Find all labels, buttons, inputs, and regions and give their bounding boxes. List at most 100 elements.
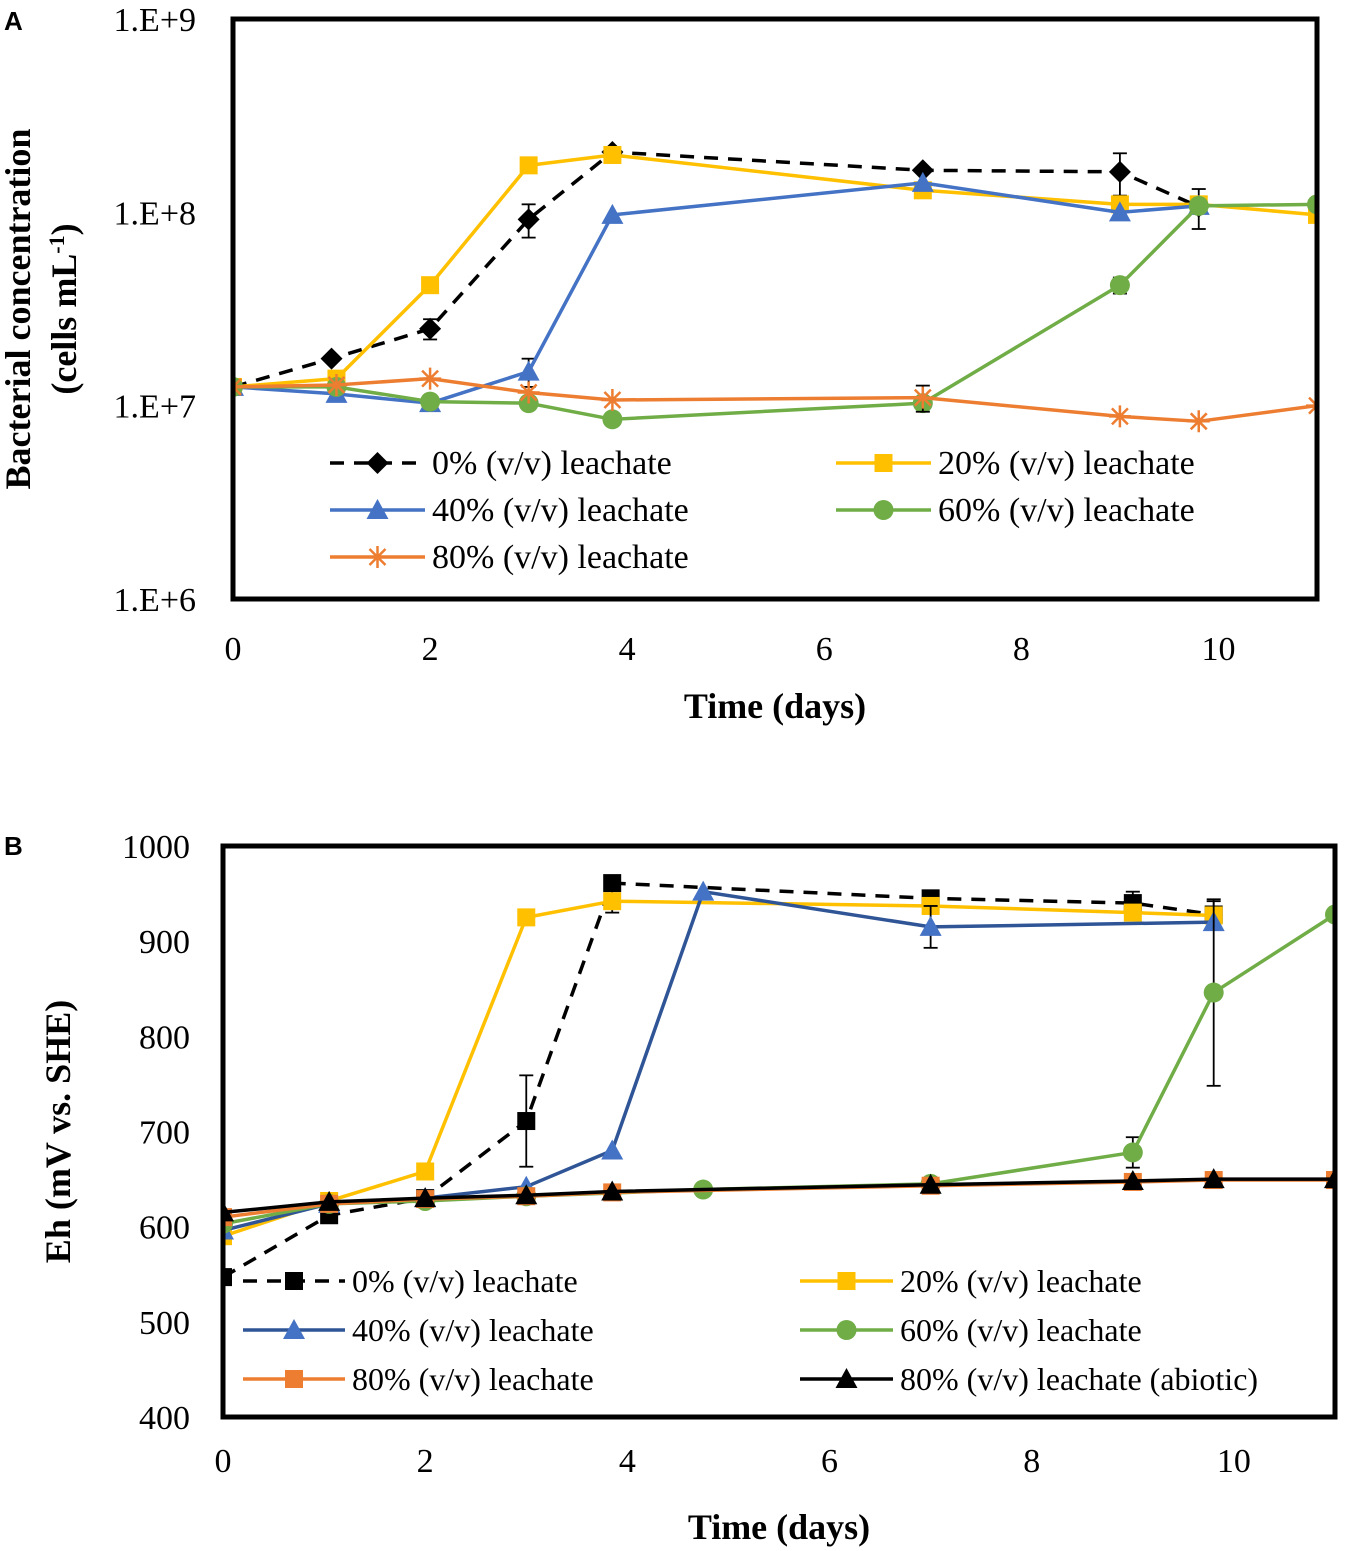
series-6 — [223, 1168, 1335, 1222]
x-tick-label: 0 — [225, 631, 242, 668]
x-axis-title: Time (days) — [684, 686, 866, 726]
data-point — [1108, 405, 1131, 428]
legend-item: 40% (v/v) leachate — [243, 1312, 594, 1348]
y-axis-title-units: (cells mL-1) — [44, 223, 85, 394]
data-point — [519, 156, 538, 175]
data-point — [318, 1190, 341, 1211]
legend-item: 20% (v/v) leachate — [800, 1263, 1142, 1299]
data-point — [1308, 205, 1317, 224]
x-tick-label: 6 — [821, 1443, 838, 1480]
x-tick-labels: 0 2 4 6 8 10 — [225, 631, 1236, 668]
plot-frame — [220, 843, 1338, 1420]
legend-marker — [835, 1368, 858, 1388]
y-tick-labels: 400 500 600 700 800 900 1000 — [122, 829, 190, 1437]
legend-marker — [366, 546, 389, 568]
y-tick-label: 500 — [139, 1305, 190, 1342]
data-point — [603, 874, 622, 893]
data-point — [320, 347, 343, 370]
y-tick-label: 400 — [139, 1400, 190, 1437]
series-1 — [233, 141, 1210, 398]
data-point — [223, 1201, 234, 1222]
legend-marker — [285, 1370, 303, 1388]
legend-item: 80% (v/v) leachate — [243, 1361, 594, 1397]
series-5 — [233, 367, 1317, 433]
y-axis-units-end: ) — [44, 223, 84, 235]
data-point — [601, 1180, 624, 1201]
data-point — [1109, 275, 1130, 296]
x-tick-label: 8 — [1023, 1443, 1040, 1480]
data-point — [517, 208, 540, 231]
panel-a: A 1.E+6 1.E+7 1.E+8 1.E+9 0 2 4 6 8 10 Time (days) B… — [0, 2, 1320, 726]
legend-item: 20% (v/v) leachate — [836, 445, 1195, 482]
series-line — [223, 913, 1335, 1226]
legend-label: 0% (v/v) leachate — [432, 445, 672, 482]
legend-marker — [283, 1319, 305, 1339]
y-axis-units-superscript: -1 — [44, 235, 69, 253]
data-point — [603, 145, 622, 164]
legend-marker — [366, 452, 389, 474]
y-tick-label: 800 — [139, 1019, 190, 1056]
x-tick-label: 6 — [816, 631, 833, 668]
series-layer — [233, 141, 1317, 433]
legend-marker — [836, 1320, 857, 1340]
legend-marker — [873, 500, 894, 520]
legend-item: 80% (v/v) leachate (abiotic) — [800, 1361, 1258, 1397]
y-axis-title: Bacterial concentration — [0, 129, 38, 490]
data-point — [1108, 160, 1131, 183]
panel-label: A — [4, 6, 23, 36]
data-point — [414, 1187, 437, 1208]
legend-item: 0% (v/v) leachate — [243, 1263, 578, 1299]
legend-label: 80% (v/v) leachate — [432, 539, 689, 576]
legend-label: 80% (v/v) leachate (abiotic) — [900, 1361, 1258, 1397]
data-point — [419, 367, 442, 390]
y-tick-label: 600 — [139, 1210, 190, 1247]
legend: 0% (v/v) leachate 20% (v/v) leachate 40% (… — [243, 1263, 1258, 1397]
data-point — [911, 159, 934, 182]
series-3 — [233, 171, 1210, 413]
data-point — [1108, 201, 1131, 222]
data-point — [692, 880, 715, 901]
data-point — [601, 388, 624, 411]
data-point — [1121, 1169, 1144, 1190]
x-tick-labels: 0 2 4 6 8 10 — [215, 1443, 1251, 1480]
series-line — [233, 202, 1317, 422]
series-line — [233, 153, 1317, 389]
legend-label: 60% (v/v) leachate — [900, 1312, 1142, 1348]
data-point — [1187, 410, 1210, 433]
legend-item: 60% (v/v) leachate — [836, 492, 1195, 529]
x-axis-title: Time (days) — [688, 1507, 870, 1547]
data-point — [515, 1184, 538, 1205]
data-point — [919, 915, 942, 936]
data-point — [420, 391, 441, 412]
x-tick-label: 4 — [619, 1443, 636, 1480]
series-line — [223, 881, 1214, 1279]
data-point — [911, 386, 934, 409]
y-tick-label: 1.E+8 — [114, 195, 196, 232]
data-point — [223, 1268, 232, 1287]
x-tick-label: 10 — [1201, 631, 1235, 668]
series-line — [223, 899, 1214, 1238]
legend-item: 80% (v/v) leachate — [330, 539, 689, 576]
legend-label: 20% (v/v) leachate — [938, 445, 1195, 482]
y-tick-label: 1.E+9 — [114, 2, 196, 39]
y-axis-units-main: (cells mL — [44, 254, 84, 395]
y-axis-title: Eh (mV vs. SHE) — [38, 1000, 78, 1263]
data-point — [1123, 903, 1142, 922]
series-line — [233, 181, 1199, 405]
legend-marker — [366, 499, 389, 519]
series-1 — [223, 874, 1223, 1287]
x-tick-label: 10 — [1217, 1443, 1251, 1480]
legend-label: 80% (v/v) leachate — [352, 1361, 594, 1397]
y-tick-label: 700 — [139, 1115, 190, 1152]
data-point — [421, 276, 440, 295]
data-point — [601, 1139, 624, 1160]
legend-label: 20% (v/v) leachate — [900, 1263, 1142, 1299]
data-point — [325, 373, 348, 396]
legend-label: 0% (v/v) leachate — [352, 1263, 578, 1299]
panel-b: B 400 500 600 700 800 900 1000 0 2 4 6 8 10 Time (days… — [4, 829, 1338, 1547]
plot-frame — [230, 16, 1320, 602]
y-tick-label: 1.E+7 — [114, 389, 196, 426]
x-tick-label: 2 — [417, 1443, 434, 1480]
legend-marker — [874, 454, 893, 472]
series-line — [233, 150, 1200, 389]
